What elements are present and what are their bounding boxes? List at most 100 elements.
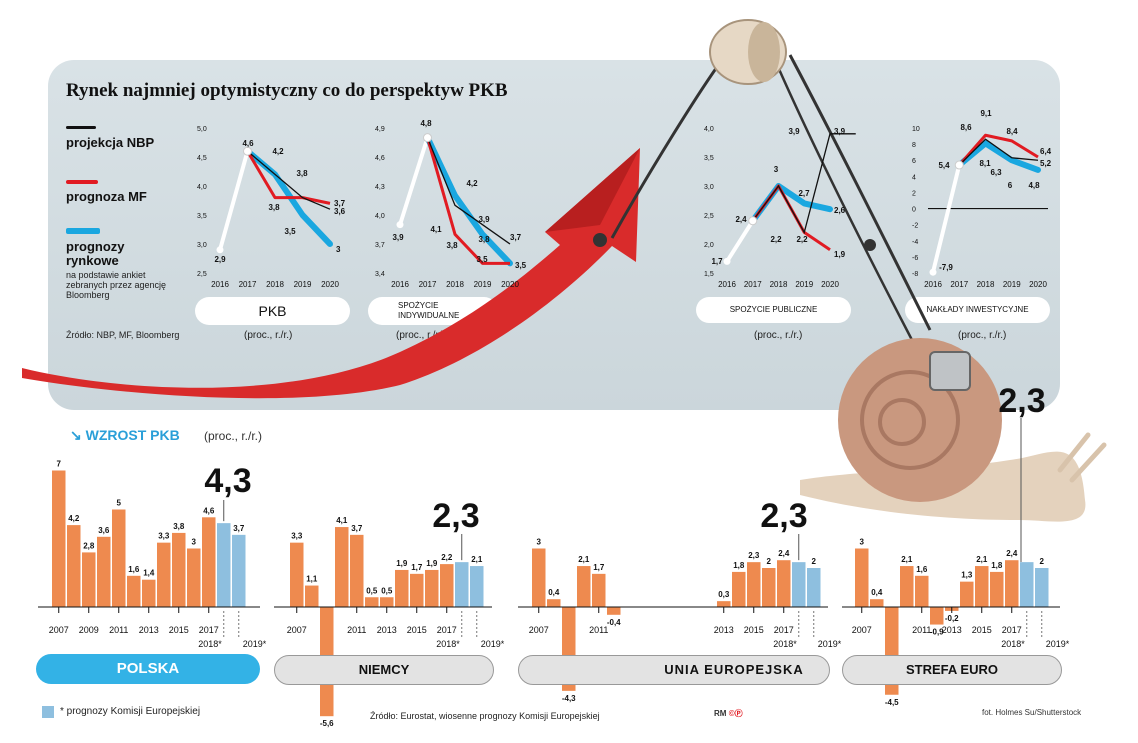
photo-credit: fot. Holmes Su/Shutterstock bbox=[982, 708, 1082, 717]
region-label-polska: POLSKA bbox=[116, 660, 180, 677]
bar-polska bbox=[52, 470, 66, 607]
forecast-pkb-value-label: 3 bbox=[336, 245, 341, 254]
snail-shell-spiral2-icon bbox=[878, 398, 926, 446]
forecast-publiczne-ytick: 4,0 bbox=[704, 126, 714, 133]
bar-value-label: 5 bbox=[117, 499, 122, 508]
source-bottom: Źródło: Eurostat, wiosenne prognozy Komi… bbox=[370, 711, 600, 721]
forecast-publiczne-value-label: 2,2 bbox=[796, 235, 808, 244]
bar-value-label: 1,9 bbox=[396, 559, 408, 568]
bar-xtick-label: 2007 bbox=[529, 625, 549, 635]
bar-strefa-euro bbox=[870, 599, 884, 607]
bar-value-label: 3,7 bbox=[233, 524, 245, 533]
forecast-konsumpcja-value-label: 3,9 bbox=[478, 215, 490, 224]
forecast-inwestycje-value-label: 8,6 bbox=[960, 123, 972, 132]
forecast-konsumpcja-xtick: 2017 bbox=[419, 280, 437, 289]
bar-value-label: 1,3 bbox=[961, 571, 973, 580]
forecast-pkb-value-label: 2,9 bbox=[214, 255, 226, 264]
bar-polska bbox=[82, 552, 96, 607]
forecast-pkb-value-label: 3,8 bbox=[268, 203, 280, 212]
unit-pkb: (proc., r./r.) bbox=[244, 330, 293, 341]
forecast-publiczne-history-point bbox=[723, 257, 731, 265]
source-top: Źródło: NBP, MF, Bloomberg bbox=[66, 330, 180, 340]
rope-right2-icon bbox=[773, 59, 914, 341]
bar-unia-europejska bbox=[777, 560, 791, 607]
bar-value-label: 1,8 bbox=[991, 561, 1003, 570]
forecast-konsumpcja-market-line bbox=[424, 134, 513, 267]
bar-xtick-label: 2007 bbox=[287, 625, 307, 635]
bar-xtick-label: 2013 bbox=[942, 625, 962, 635]
forecast-publiczne-value-label: 1,9 bbox=[834, 250, 846, 259]
bar-unia-europejska bbox=[732, 571, 746, 607]
legend-market-note: na podstawie ankiet zebranych przez agen… bbox=[66, 270, 167, 300]
forecast-publiczne-value-label: 2,2 bbox=[770, 235, 782, 244]
bar-value-label: 2,1 bbox=[578, 555, 590, 564]
forecast-konsumpcja-xtick: 2018 bbox=[446, 280, 464, 289]
bar-forecast-tick-label: 2018* bbox=[773, 639, 797, 649]
bar-value-label: 3 bbox=[192, 538, 197, 547]
forecast-konsumpcja-ytick: 3,7 bbox=[375, 242, 385, 249]
bar-value-label: 1,4 bbox=[143, 569, 155, 578]
forecast-inwestycje-history-point bbox=[929, 268, 937, 276]
bar-unia-europejska bbox=[532, 548, 546, 607]
bar-unia-europejska bbox=[717, 601, 731, 607]
forecast-konsumpcja-value-label: 4,2 bbox=[466, 179, 478, 188]
forecast-inwestycje-ytick: 8 bbox=[912, 142, 916, 149]
bar-value-label: 2,8 bbox=[83, 541, 95, 550]
forecast-publiczne-ytick: 2,0 bbox=[704, 242, 714, 249]
forecast-inwestycje-value-label: 6,3 bbox=[990, 168, 1002, 177]
forecast-konsumpcja-history-line bbox=[398, 135, 430, 227]
rope-knot2-icon bbox=[864, 239, 876, 251]
bar-value-label: 3 bbox=[537, 538, 542, 547]
bar-value-label: 2,1 bbox=[901, 555, 913, 564]
bar-strefa-euro bbox=[915, 575, 929, 607]
bar-niemcy bbox=[335, 527, 349, 607]
rm-credit: RM ©Ⓟ bbox=[714, 708, 743, 719]
bar-value-label: 4,2 bbox=[68, 514, 80, 523]
forecast-pkb-history-point bbox=[216, 246, 224, 254]
bar-niemcy bbox=[305, 585, 319, 607]
forecast-pkb-ytick: 4,0 bbox=[197, 184, 207, 191]
forecast-publiczne-ytick: 1,5 bbox=[704, 271, 714, 278]
bar-value-label: -5,6 bbox=[320, 719, 334, 728]
bar-value-label: 1,9 bbox=[426, 559, 438, 568]
bar-strefa-euro bbox=[1020, 562, 1034, 607]
forecast-inwestycje-ytick: 0 bbox=[912, 207, 916, 214]
forecast-publiczne-anchor-point bbox=[748, 216, 758, 226]
bar-polska bbox=[97, 536, 111, 607]
bar-xtick-label: 2011 bbox=[109, 625, 128, 635]
growth-title: ↘ WZROST PKB bbox=[70, 427, 180, 444]
forecast-inwestycje-value-label: 6 bbox=[1008, 181, 1013, 190]
forecast-konsumpcja-xtick: 2020 bbox=[501, 280, 519, 289]
bar-xtick-label: 2013 bbox=[714, 625, 734, 635]
bar-polska bbox=[142, 579, 156, 607]
forecast-inwestycje-xtick: 2018 bbox=[977, 280, 995, 289]
forecast-publiczne-value-label: 3,9 bbox=[834, 127, 846, 136]
forecast-konsumpcja-history-point bbox=[396, 221, 404, 229]
forecast-pkb-value-label: 3,8 bbox=[296, 169, 308, 178]
bar-value-label: 0,5 bbox=[366, 586, 378, 595]
bar-highlight-value: 2,3 bbox=[760, 497, 807, 535]
forecast-konsumpcja-xtick: 2016 bbox=[391, 280, 409, 289]
bar-value-label: -0,4 bbox=[607, 618, 621, 627]
bar-highlight-value: 4,3 bbox=[204, 462, 251, 500]
bar-niemcy bbox=[290, 542, 304, 607]
forecast-konsumpcja-anchor-point bbox=[423, 133, 432, 143]
forecast-publiczne-xtick: 2016 bbox=[718, 280, 736, 289]
forecast-publiczne-value-label: 1,7 bbox=[711, 257, 723, 266]
bar-unia-europejska bbox=[547, 599, 561, 607]
bar-value-label: 1,6 bbox=[916, 565, 928, 574]
bar-value-label: 2,2 bbox=[441, 553, 453, 562]
bar-strefa-euro bbox=[855, 548, 869, 607]
pill-inwestycje-label: NAKŁADY INWESTYCYJNE bbox=[926, 305, 1029, 314]
forecast-publiczne-xtick: 2019 bbox=[795, 280, 813, 289]
bar-niemcy bbox=[365, 597, 379, 607]
forecast-publiczne-ytick: 2,5 bbox=[704, 213, 714, 220]
forecast-konsumpcja-value-label: 3,8 bbox=[478, 235, 490, 244]
bar-xtick-label: 2015 bbox=[972, 625, 992, 635]
bar-unia-europejska bbox=[607, 607, 621, 615]
bar-xtick-label: 2017 bbox=[774, 625, 794, 635]
bar-unia-europejska bbox=[747, 562, 761, 607]
bar-polska bbox=[217, 523, 231, 607]
forecast-inwestycje-market-line bbox=[956, 140, 1041, 173]
